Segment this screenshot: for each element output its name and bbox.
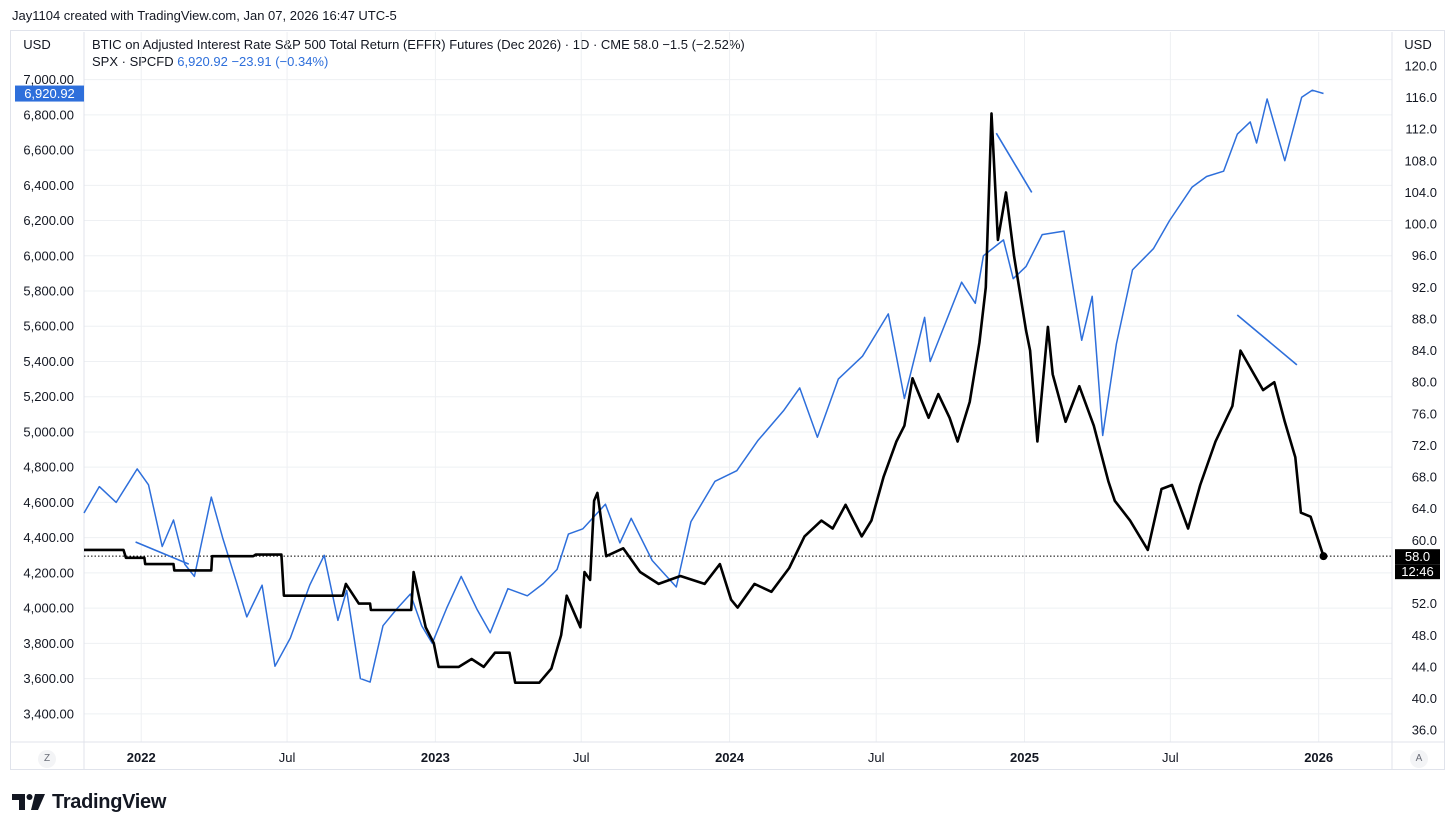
tradingview-logo-icon: [12, 794, 45, 810]
x-tick-label: 2026: [1304, 750, 1333, 765]
x-tick-label: 2024: [715, 750, 745, 765]
y-right-tick-label: 76.0: [1412, 406, 1437, 421]
btic-price-badge-bg: [1395, 549, 1440, 565]
y-right-tick-label: 108.0: [1404, 153, 1437, 168]
right-currency-label[interactable]: USD: [1404, 37, 1432, 52]
y-right-tick-label: 96.0: [1412, 248, 1437, 263]
chart-caption: Jay1104 created with TradingView.com, Ja…: [12, 8, 397, 23]
timezone-toggle-button[interactable]: Z: [38, 750, 56, 768]
y-left-tick-label: 3,800.00: [23, 636, 74, 651]
x-tick-label: Jul: [1162, 750, 1179, 765]
y-right-tick-label: 92.0: [1412, 280, 1437, 295]
y-left-tick-label: 4,800.00: [23, 460, 74, 475]
y-left-tick-label: 5,800.00: [23, 284, 74, 299]
trend-line-drawing: [995, 132, 1033, 193]
x-tick-label: 2025: [1010, 750, 1039, 765]
y-left-tick-label: 5,400.00: [23, 354, 74, 369]
legend-spx-value: 6,920.92 −23.91 (−0.34%): [177, 54, 329, 69]
x-tick-label: 2022: [127, 750, 156, 765]
btic-price-badge: 58.0: [1395, 549, 1440, 565]
chart-frame: [10, 30, 1445, 770]
y-left-tick-label: 4,600.00: [23, 495, 74, 510]
y-right-tick-label: 116.0: [1405, 90, 1437, 105]
y-left-tick-label: 6,000.00: [23, 248, 74, 263]
x-tick-label: Jul: [868, 750, 885, 765]
y-right-tick-label: 52.0: [1412, 596, 1437, 611]
btic-series-line: [84, 112, 1325, 685]
spx-price-badge-text: 6,920.92: [24, 86, 75, 101]
auto-scale-button[interactable]: A: [1410, 750, 1428, 768]
spx-series-line: [83, 89, 1324, 683]
y-right-tick-label: 104.0: [1404, 185, 1437, 200]
y-right-tick-label: 100.0: [1404, 217, 1437, 232]
tradingview-logo: TradingView: [12, 790, 166, 814]
trend-line-drawing: [1236, 314, 1298, 366]
y-left-tick-label: 4,200.00: [23, 565, 74, 580]
y-left-tick-label: 4,000.00: [23, 601, 74, 616]
y-right-tick-label: 60.0: [1412, 533, 1437, 548]
x-tick-label: Jul: [279, 750, 296, 765]
y-right-tick-label: 64.0: [1412, 501, 1437, 516]
x-tick-label: 2023: [421, 750, 450, 765]
y-left-tick-label: 6,200.00: [23, 213, 74, 228]
y-right-tick-label: 40.0: [1412, 691, 1437, 706]
btic-price-badge-text: 58.0: [1405, 549, 1430, 564]
y-right-tick-label: 84.0: [1412, 343, 1437, 358]
y-left-tick-label: 6,800.00: [23, 107, 74, 122]
legend-spx-label: SPX · SPCFD: [92, 54, 174, 69]
y-left-tick-label: 3,400.00: [23, 706, 74, 721]
y-left-tick-label: 4,400.00: [23, 530, 74, 545]
brand-name: TradingView: [52, 790, 167, 813]
bar-countdown-badge-bg: [1395, 564, 1440, 580]
btic-last-point: [1319, 552, 1328, 561]
y-right-tick-label: 112.0: [1405, 122, 1437, 137]
y-left-tick-label: 5,600.00: [23, 319, 74, 334]
spx-price-badge-bg: [15, 85, 84, 102]
y-left-tick-label: 3,600.00: [23, 671, 74, 686]
trend-line-drawing: [135, 541, 190, 565]
legend-spx[interactable]: SPX · SPCFD 6,920.92 −23.91 (−0.34%): [92, 54, 328, 69]
y-left-tick-label: 6,400.00: [23, 178, 74, 193]
y-left-tick-label: 7,000.00: [23, 72, 74, 87]
x-tick-label: Jul: [573, 750, 590, 765]
y-right-tick-label: 88.0: [1412, 311, 1437, 326]
y-right-tick-label: 48.0: [1412, 628, 1437, 643]
left-currency-label[interactable]: USD: [23, 37, 51, 52]
spx-price-badge: 6,920.92: [15, 85, 84, 102]
y-right-tick-label: 68.0: [1412, 470, 1437, 485]
bar-countdown-badge: 12:46: [1395, 564, 1440, 580]
y-left-tick-label: 5,200.00: [23, 389, 74, 404]
y-right-tick-label: 120.0: [1404, 58, 1437, 73]
y-left-tick-label: 6,600.00: [23, 143, 74, 158]
y-left-tick-label: 5,000.00: [23, 424, 74, 439]
y-right-tick-label: 36.0: [1412, 723, 1437, 738]
y-right-tick-label: 80.0: [1412, 375, 1437, 390]
bar-countdown-badge-text: 12:46: [1401, 564, 1434, 579]
y-right-tick-label: 44.0: [1412, 659, 1437, 674]
y-right-tick-label: 72.0: [1412, 438, 1437, 453]
